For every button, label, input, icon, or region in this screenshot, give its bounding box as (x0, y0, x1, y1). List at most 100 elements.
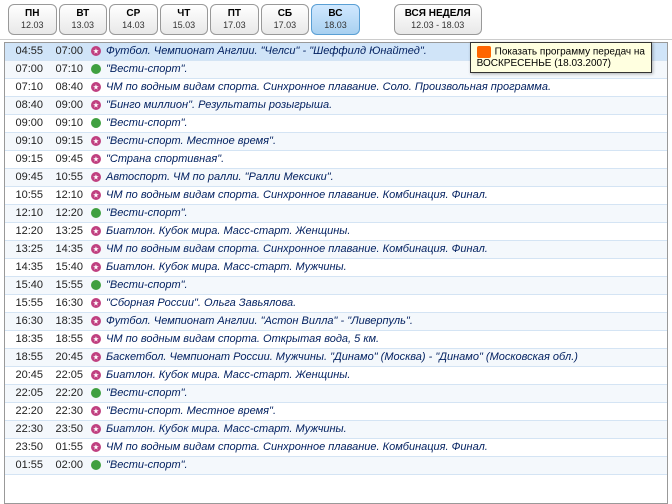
schedule-row[interactable]: 18:5520:45Баскетбол. Чемпионат России. М… (5, 349, 667, 367)
schedule-row[interactable]: 12:2013:25Биатлон. Кубок мира. Масс-стар… (5, 223, 667, 241)
schedule-row[interactable]: 09:1009:15"Вести-спорт. Местное время". (5, 133, 667, 151)
news-icon (89, 116, 103, 130)
end-time: 01:55 (43, 441, 83, 453)
start-time: 15:55 (9, 297, 43, 309)
program-title: "Вести-спорт". (106, 387, 188, 399)
news-icon (89, 458, 103, 472)
program-title: Футбол. Чемпионат Англии. "Астон Вилла" … (106, 315, 413, 327)
day-tab-2[interactable]: СР14.03 (109, 4, 158, 35)
sport-icon (89, 440, 103, 454)
tab-date: 13.03 (72, 20, 95, 31)
schedule-row[interactable]: 12:1012:20"Вести-спорт". (5, 205, 667, 223)
schedule-row[interactable]: 09:1509:45"Страна спортивная". (5, 151, 667, 169)
sport-icon (89, 332, 103, 346)
schedule-row[interactable]: 14:3515:40Биатлон. Кубок мира. Масс-стар… (5, 259, 667, 277)
day-tab-3[interactable]: ЧТ15.03 (160, 4, 209, 35)
sport-icon (89, 314, 103, 328)
program-title: "Вести-спорт". (106, 63, 188, 75)
program-title: Биатлон. Кубок мира. Масс-старт. Женщины… (106, 369, 350, 381)
schedule-row[interactable]: 15:5516:30"Сборная России". Ольга Завьял… (5, 295, 667, 313)
start-time: 07:10 (9, 81, 43, 93)
schedule-row[interactable]: 10:5512:10 ЧМ по водным видам спорта. Син… (5, 187, 667, 205)
tab-day: СБ (274, 8, 297, 20)
end-time: 18:35 (43, 315, 83, 327)
day-tab-6[interactable]: ВС18.03 (311, 4, 360, 35)
schedule-row[interactable]: 16:3018:35Футбол. Чемпионат Англии. "Аст… (5, 313, 667, 331)
sport-icon (89, 422, 103, 436)
tab-day: ЧТ (173, 8, 196, 20)
tab-date: 17.03 (274, 20, 297, 31)
schedule-list: 04:5507:00Футбол. Чемпионат Англии. "Чел… (4, 42, 668, 504)
schedule-row[interactable]: 23:5001:55ЧМ по водным видам спорта. Син… (5, 439, 667, 457)
tab-day: ПТ (223, 8, 246, 20)
tab-date: 12.03 - 18.03 (405, 20, 471, 31)
tab-date: 12.03 (21, 20, 44, 31)
schedule-row[interactable]: 22:0522:20"Вести-спорт". (5, 385, 667, 403)
start-time: 09:45 (9, 171, 43, 183)
tooltip-line2: ВОСКРЕСЕНЬЕ (18.03.2007) (477, 58, 611, 69)
program-title: Футбол. Чемпионат Англии. "Челси" - "Шеф… (106, 45, 427, 57)
start-time: 23:50 (9, 441, 43, 453)
sport-icon (89, 98, 103, 112)
schedule-row[interactable]: 01:5502:00"Вести-спорт". (5, 457, 667, 475)
end-time: 07:10 (43, 63, 83, 75)
start-time: 20:45 (9, 369, 43, 381)
sport-icon (89, 296, 103, 310)
start-time: 14:35 (9, 261, 43, 273)
tab-date: 17.03 (223, 20, 246, 31)
schedule-row[interactable]: 18:3518:55ЧМ по водным видам спорта. Отк… (5, 331, 667, 349)
end-time: 12:10 (43, 189, 83, 201)
sport-icon (89, 368, 103, 382)
schedule-row[interactable]: 09:4510:55Автоспорт. ЧМ по ралли. "Ралли… (5, 169, 667, 187)
sport-icon (89, 188, 103, 202)
end-time: 16:30 (43, 297, 83, 309)
sport-icon (89, 260, 103, 274)
end-time: 23:50 (43, 423, 83, 435)
start-time: 09:15 (9, 153, 43, 165)
news-icon (89, 62, 103, 76)
sport-icon (89, 44, 103, 58)
sport-icon (89, 404, 103, 418)
tab-date: 18.03 (324, 20, 347, 31)
day-tab-4[interactable]: ПТ17.03 (210, 4, 259, 35)
sport-icon (89, 170, 103, 184)
start-time: 08:40 (9, 99, 43, 111)
day-tab-0[interactable]: ПН12.03 (8, 4, 57, 35)
schedule-row[interactable]: 09:0009:10"Вести-спорт". (5, 115, 667, 133)
program-title: "Вести-спорт". (106, 207, 188, 219)
start-time: 13:25 (9, 243, 43, 255)
end-time: 10:55 (43, 171, 83, 183)
end-time: 20:45 (43, 351, 83, 363)
day-tab-5[interactable]: СБ17.03 (261, 4, 310, 35)
week-tab[interactable]: ВСЯ НЕДЕЛЯ12.03 - 18.03 (394, 4, 482, 35)
tab-day: ВС (324, 8, 347, 20)
start-time: 15:40 (9, 279, 43, 291)
day-tab-1[interactable]: ВТ13.03 (59, 4, 108, 35)
start-time: 18:35 (9, 333, 43, 345)
schedule-row[interactable]: 07:1008:40ЧМ по водным видам спорта. Син… (5, 79, 667, 97)
end-time: 07:00 (43, 45, 83, 57)
day-tabs: ПН12.03ВТ13.03СР14.03ЧТ15.03ПТ17.03СБ17.… (0, 0, 672, 40)
program-title: "Вести-спорт. Местное время". (106, 135, 276, 147)
schedule-row[interactable]: 20:4522:05 Биатлон. Кубок мира. Масс-стар… (5, 367, 667, 385)
program-title: ЧМ по водным видам спорта. Синхронное пл… (106, 189, 488, 201)
end-time: 09:00 (43, 99, 83, 111)
start-time: 12:20 (9, 225, 43, 237)
program-title: ЧМ по водным видам спорта. Синхронное пл… (106, 81, 551, 93)
program-title: "Вести-спорт". (106, 279, 188, 291)
schedule-row[interactable]: 22:3023:50Биатлон. Кубок мира. Масс-стар… (5, 421, 667, 439)
schedule-row[interactable]: 22:2022:30"Вести-спорт. Местное время". (5, 403, 667, 421)
schedule-row[interactable]: 15:4015:55"Вести-спорт". (5, 277, 667, 295)
start-time: 09:00 (9, 117, 43, 129)
tab-date: 14.03 (122, 20, 145, 31)
start-time: 10:55 (9, 189, 43, 201)
program-title: "Бинго миллион". Результаты розыгрыша. (106, 99, 332, 111)
sport-icon (89, 350, 103, 364)
start-time: 18:55 (9, 351, 43, 363)
news-icon (89, 386, 103, 400)
tab-date: 15.03 (173, 20, 196, 31)
schedule-row[interactable]: 08:4009:00 "Бинго миллион". Результаты ро… (5, 97, 667, 115)
schedule-row[interactable]: 13:2514:35ЧМ по водным видам спорта. Син… (5, 241, 667, 259)
program-title: "Страна спортивная". (106, 153, 224, 165)
end-time: 22:05 (43, 369, 83, 381)
